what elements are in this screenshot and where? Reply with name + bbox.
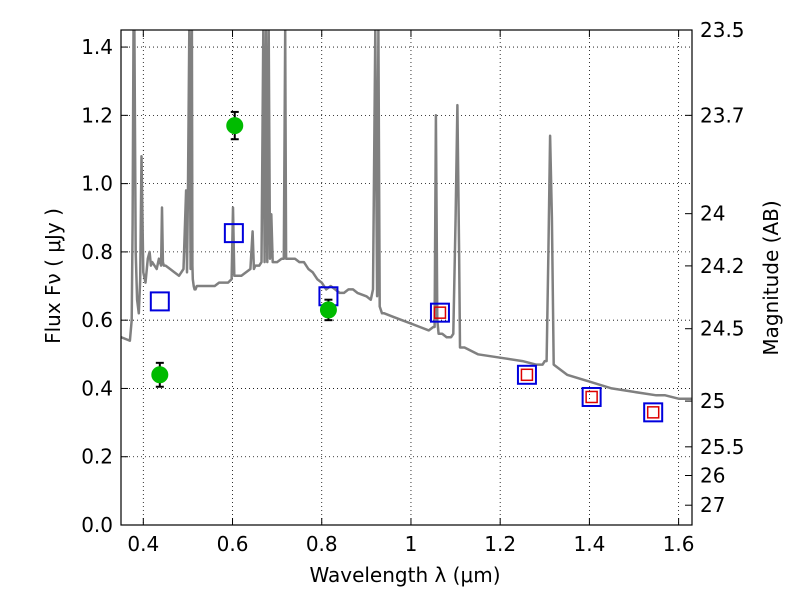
x-tick-label: 0.8 [306, 532, 338, 556]
x-axis-label: Wavelength λ (μm) [309, 563, 500, 587]
y-tick-label: 0.2 [81, 445, 113, 469]
hst-photometry-point [433, 306, 447, 319]
observed-photometry-point [226, 117, 244, 135]
right-axis-label: Magnitude (AB) [759, 200, 783, 355]
model-photometry-point [223, 223, 244, 244]
y-tick-label: 0.6 [81, 308, 113, 332]
mag-tick-label: 24.5 [700, 317, 745, 341]
x-tick-label: 0.6 [217, 532, 249, 556]
x-tick-label: 1.2 [484, 532, 516, 556]
plot-frame [120, 29, 693, 526]
sed-spectrum-line [121, 30, 692, 400]
mag-tick-label: 26 [700, 464, 725, 488]
y-tick-label: 1.4 [81, 35, 113, 59]
ticks: 0.4 0.6 0.8 1 1.2 1.4 1.6 0.0 0.2 0.4 0.6 0.8 1.0 1.2… [81, 18, 744, 556]
y-tick-label: 1.0 [81, 172, 113, 196]
x-tick-label: 1.6 [663, 532, 695, 556]
grid [121, 30, 692, 526]
y-tick-label: 0.8 [81, 240, 113, 264]
model-photometry-point [516, 364, 537, 385]
mag-tick-label: 25 [700, 389, 725, 413]
model-photometry-point [643, 402, 664, 423]
observed-photometry-point [151, 366, 169, 384]
model-photometry-point [581, 386, 602, 407]
x-tick-label: 1.4 [573, 532, 605, 556]
mag-tick-label: 24 [700, 202, 725, 226]
model-photometry-point [149, 291, 170, 312]
y-tick-label: 0.0 [81, 513, 113, 537]
x-tick-label: 0.4 [127, 532, 159, 556]
y-tick-label: 1.2 [81, 103, 113, 127]
hst-photometry-point [520, 368, 534, 382]
mag-tick-label: 24.2 [700, 254, 745, 278]
hst-photometry-point [585, 390, 598, 404]
y-axis-label: Flux Fν ( μJy ) [41, 208, 65, 344]
y-tick-label: 0.4 [81, 376, 113, 400]
mag-tick-label: 23.7 [700, 103, 745, 127]
plot-data [121, 30, 692, 423]
x-tick-label: 1 [405, 532, 418, 556]
model-photometry-point [429, 302, 450, 323]
observed-photometry-point [319, 301, 337, 319]
mag-tick-label: 27 [700, 493, 725, 517]
hst-photometry-point [646, 406, 660, 419]
mag-tick-label: 23.5 [700, 18, 745, 42]
mag-tick-label: 25.5 [700, 435, 745, 459]
